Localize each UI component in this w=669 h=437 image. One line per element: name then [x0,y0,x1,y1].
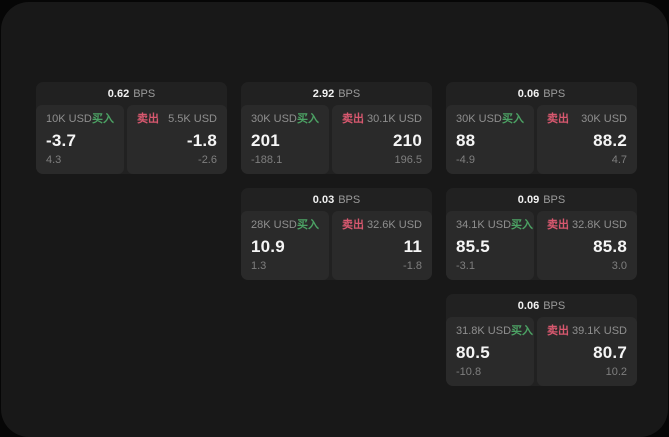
buy-amount: 30K USD [251,113,297,125]
buy-price: 10.9 [251,236,285,256]
bps-unit-label: BPS [543,299,566,312]
bps-value: 0.06 [517,87,540,100]
sell-amount: 30K USD [581,113,627,125]
sell-price: 88.2 [593,130,627,150]
quote-card-grid: 0.62 BPS 10K USD 买入 -3.7 4.3 卖出 5.5K USD [36,82,637,386]
sell-delta: 3.0 [611,260,627,272]
sell-panel[interactable]: 卖出 30.1K USD 210 196.5 [332,105,432,174]
sell-price: 80.7 [593,342,627,362]
bps-value: 0.62 [107,87,130,100]
card-body: 34.1K USD 买入 85.5 -3.1 卖出 32.8K USD 85.8… [446,211,637,280]
quote-card: 0.62 BPS 10K USD 买入 -3.7 4.3 卖出 5.5K USD [36,82,227,174]
buy-button[interactable]: 买入 [511,325,534,337]
card-header: 0.09 BPS [446,188,637,211]
bps-value: 2.92 [312,87,335,100]
buy-panel[interactable]: 30K USD 买入 201 -188.1 [241,105,329,174]
buy-delta: -4.9 [456,154,475,166]
sell-amount: 32.6K USD [366,219,422,231]
buy-panel[interactable]: 28K USD 买入 10.9 1.3 [241,211,329,280]
bps-unit-label: BPS [338,87,361,100]
buy-price: 85.5 [456,236,490,256]
bps-value: 0.09 [517,193,540,206]
sell-amount: 30.1K USD [366,113,422,125]
buy-amount: 30K USD [456,113,502,125]
sell-panel[interactable]: 卖出 5.5K USD -1.8 -2.6 [127,105,227,174]
sell-panel[interactable]: 卖出 32.8K USD 85.8 3.0 [537,211,637,280]
buy-amount: 34.1K USD [456,219,512,231]
bps-unit-label: BPS [338,193,361,206]
quote-card: 0.06 BPS 30K USD 买入 88 -4.9 卖出 30K USD [446,82,637,174]
card-body: 10K USD 买入 -3.7 4.3 卖出 5.5K USD -1.8 -2.… [36,105,227,174]
buy-button[interactable]: 买入 [502,113,524,125]
quote-card: 2.92 BPS 30K USD 买入 201 -188.1 卖出 30.1K … [241,82,432,174]
quote-card: 0.09 BPS 34.1K USD 买入 85.5 -3.1 卖出 32.8K… [446,188,637,280]
sell-delta: 4.7 [611,154,627,166]
sell-amount: 39.1K USD [571,325,627,337]
buy-delta: 1.3 [251,260,267,272]
card-body: 30K USD 买入 201 -188.1 卖出 30.1K USD 210 1… [241,105,432,174]
buy-button[interactable]: 买入 [92,113,114,125]
buy-button[interactable]: 买入 [511,219,534,231]
sell-price: 11 [403,236,422,256]
buy-amount: 10K USD [46,113,92,125]
sell-button[interactable]: 卖出 [342,219,364,231]
sell-button[interactable]: 卖出 [547,113,569,125]
sell-delta: 10.2 [605,366,627,378]
buy-delta: 4.3 [46,154,62,166]
buy-price: 201 [251,130,280,150]
sell-panel[interactable]: 卖出 32.6K USD 11 -1.8 [332,211,432,280]
sell-button[interactable]: 卖出 [137,113,159,125]
card-header: 2.92 BPS [241,82,432,105]
sell-price: -1.8 [186,130,217,150]
quote-card: 0.06 BPS 31.8K USD 买入 80.5 -10.8 卖出 39.1… [446,294,637,386]
sell-button[interactable]: 卖出 [547,325,569,337]
quote-card: 0.03 BPS 28K USD 买入 10.9 1.3 卖出 32.6K US… [241,188,432,280]
card-header: 0.06 BPS [446,82,637,105]
buy-delta: -3.1 [456,260,475,272]
buy-panel[interactable]: 10K USD 买入 -3.7 4.3 [36,105,124,174]
card-body: 31.8K USD 买入 80.5 -10.8 卖出 39.1K USD 80.… [446,317,637,386]
card-header: 0.62 BPS [36,82,227,105]
sell-button[interactable]: 卖出 [342,113,364,125]
sell-amount: 32.8K USD [571,219,627,231]
sell-price: 210 [393,130,422,150]
sell-amount: 5.5K USD [168,113,217,125]
buy-button[interactable]: 买入 [297,219,319,231]
buy-delta: -10.8 [456,366,482,378]
sell-panel[interactable]: 卖出 30K USD 88.2 4.7 [537,105,637,174]
buy-button[interactable]: 买入 [297,113,319,125]
bps-unit-label: BPS [133,87,156,100]
bps-unit-label: BPS [543,193,566,206]
buy-price: 80.5 [456,342,490,362]
sell-delta: 196.5 [394,154,422,166]
buy-amount: 28K USD [251,219,297,231]
buy-price: 88 [456,130,476,150]
card-header: 0.03 BPS [241,188,432,211]
sell-delta: -1.8 [403,260,422,272]
card-body: 30K USD 买入 88 -4.9 卖出 30K USD 88.2 4.7 [446,105,637,174]
card-body: 28K USD 买入 10.9 1.3 卖出 32.6K USD 11 -1.8 [241,211,432,280]
buy-panel[interactable]: 34.1K USD 买入 85.5 -3.1 [446,211,534,280]
buy-panel[interactable]: 30K USD 买入 88 -4.9 [446,105,534,174]
sell-panel[interactable]: 卖出 39.1K USD 80.7 10.2 [537,317,637,386]
bps-value: 0.03 [312,193,335,206]
buy-delta: -188.1 [251,154,283,166]
card-header: 0.06 BPS [446,294,637,317]
sell-delta: -2.6 [198,154,217,166]
bps-value: 0.06 [517,299,540,312]
buy-price: -3.7 [46,130,77,150]
bps-unit-label: BPS [543,87,566,100]
buy-amount: 31.8K USD [456,325,512,337]
buy-panel[interactable]: 31.8K USD 买入 80.5 -10.8 [446,317,534,386]
sell-price: 85.8 [593,236,627,256]
sell-button[interactable]: 卖出 [547,219,569,231]
